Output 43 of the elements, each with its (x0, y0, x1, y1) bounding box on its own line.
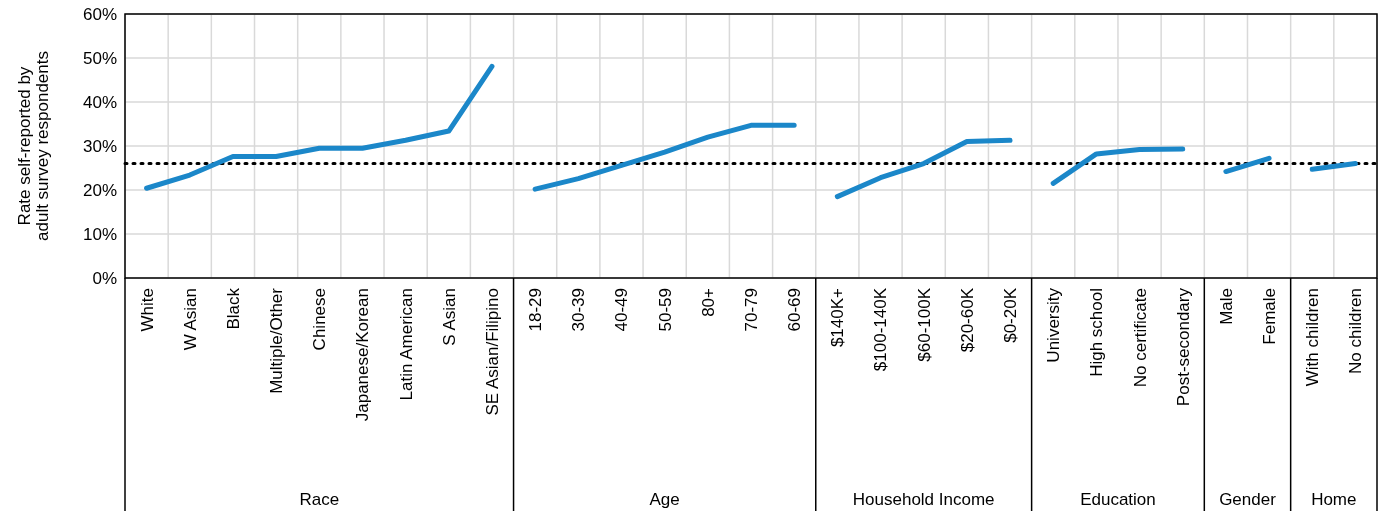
x-tick-label: 40-49 (612, 288, 632, 332)
x-tick-label: Japanese/Korean (353, 288, 373, 422)
text: Age (649, 490, 680, 509)
text: Race (299, 490, 340, 509)
x-tick-label: University (1044, 287, 1064, 363)
y-tick-label: 20% (82, 180, 117, 200)
y-tick-label: 30% (82, 136, 117, 156)
x-tick-label: SE Asian/Filipino (482, 288, 502, 416)
x-tick-label: S Asian (439, 288, 459, 346)
y-tick-label: 10% (82, 224, 117, 244)
x-tick-label: No children (1346, 288, 1366, 374)
x-tick-label: Black (223, 287, 243, 330)
x-tick-label: $100-140K (871, 287, 891, 372)
x-tick-label: 80+ (698, 287, 718, 317)
x-tick-label: 50-59 (655, 288, 675, 332)
x-tick-label: 18-29 (526, 288, 546, 332)
x-tick-label: White (137, 288, 157, 332)
y-tick-label: 50% (82, 48, 117, 68)
x-tick-label: Male (1216, 288, 1236, 325)
x-tick-label: 30-39 (569, 288, 589, 332)
x-tick-label: 60-69 (785, 288, 805, 332)
x-tick-label: With children (1303, 288, 1323, 387)
x-tick-label: Female (1260, 288, 1280, 345)
y-axis-title: Rate self-reported by adult survey respondents (15, 51, 52, 241)
y-tick-label: 40% (82, 92, 117, 112)
text: Home (1311, 490, 1357, 509)
x-tick-label: $60-100K (914, 287, 934, 362)
x-tick-label: $0-20K (1000, 287, 1020, 343)
x-tick-label: W Asian (180, 288, 200, 351)
text: Household Income (852, 490, 995, 509)
x-tick-label: 70-79 (741, 288, 761, 332)
text: Education (1080, 490, 1156, 509)
x-tick-label: $20-60K (957, 287, 977, 353)
x-tick-label: Chinese (310, 288, 330, 351)
x-tick-label: Post-secondary (1173, 287, 1193, 407)
x-tick-label: No certificate (1130, 288, 1150, 388)
x-tick-label: Multiple/Other (267, 287, 287, 394)
y-tick-label: 60% (82, 4, 117, 24)
text: Gender (1219, 490, 1277, 509)
y-tick-label: 0% (92, 268, 117, 288)
x-tick-label: High school (1087, 288, 1107, 377)
x-tick-label: Latin American (396, 288, 416, 401)
x-tick-label: $140K+ (828, 287, 848, 348)
